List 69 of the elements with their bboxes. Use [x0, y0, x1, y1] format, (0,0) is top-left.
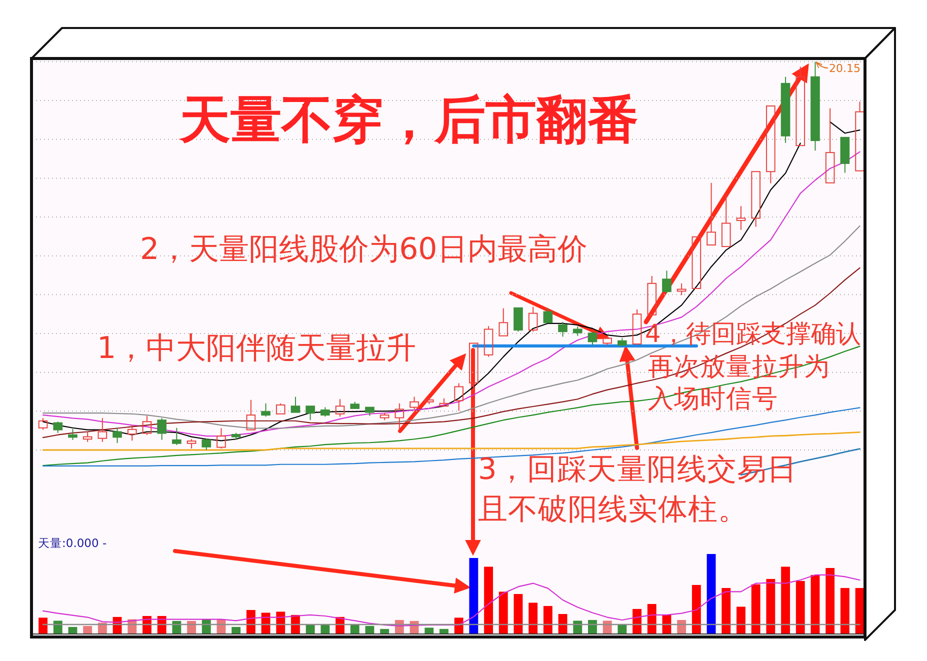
candlestick: [840, 136, 850, 174]
bar: [632, 608, 642, 634]
bar: [232, 626, 241, 634]
candlestick: [810, 61, 820, 152]
bar: [826, 568, 835, 634]
candlestick: [261, 402, 270, 418]
candlestick: [721, 194, 731, 248]
candlestick: [68, 428, 78, 440]
bar: [736, 606, 746, 634]
bar: [573, 620, 582, 634]
bar: [98, 622, 107, 634]
bar: [810, 574, 820, 634]
candlestick: [172, 427, 182, 446]
candlestick: [290, 396, 300, 413]
bar: [588, 620, 597, 634]
text: 天量不穿，后市翻番: [178, 91, 638, 150]
annotation: 1，中大阳伴随天量拉升: [97, 331, 416, 366]
bar: [677, 620, 686, 634]
bar: [543, 606, 552, 634]
candlestick: [469, 342, 478, 390]
bar: [781, 566, 790, 634]
candlestick: [751, 171, 760, 228]
candlestick: [246, 399, 256, 430]
candlestick: [736, 206, 746, 230]
bar: [498, 592, 508, 634]
candlestick: [306, 406, 315, 421]
annotation: 20.15: [829, 62, 860, 75]
candlestick: [796, 66, 806, 146]
bar: [692, 584, 701, 634]
bar: [38, 618, 48, 634]
candlestick: [676, 282, 686, 296]
bar: [514, 594, 523, 634]
bar: [618, 624, 627, 634]
bar: [469, 558, 478, 634]
candlestick: [394, 402, 404, 430]
candlestick: [825, 108, 835, 184]
candlestick: [706, 182, 716, 246]
bar: [796, 580, 805, 634]
bar: [706, 554, 716, 634]
text: 天量:0.000 -: [38, 536, 107, 550]
bar: [766, 578, 776, 634]
candlestick: [112, 427, 122, 444]
candlestick: [662, 270, 672, 294]
bar: [840, 588, 850, 634]
bar: [440, 628, 448, 634]
bar: [53, 620, 62, 634]
candlestick: [335, 398, 345, 418]
candlestick: [454, 382, 464, 412]
candlestick: [766, 105, 776, 184]
candlestick: [618, 338, 627, 346]
bar: [380, 628, 390, 634]
candlestick: [780, 76, 790, 144]
bar: [602, 620, 612, 634]
bar: [751, 584, 760, 634]
bar: [647, 604, 656, 634]
candlestick: [82, 432, 92, 442]
bar: [528, 602, 538, 634]
bar: [83, 626, 92, 634]
candlestick: [498, 308, 508, 336]
bar: [424, 628, 434, 634]
annotation: 2，天量阳线股价为60日内最高价: [140, 232, 588, 267]
candlestick: [439, 398, 449, 407]
bar: [722, 588, 731, 634]
text: 且不破阳线实体柱。: [478, 492, 748, 526]
bar: [484, 566, 493, 634]
candlestick: [127, 424, 137, 442]
candlestick: [692, 236, 702, 289]
candlestick: [528, 306, 538, 332]
candlestick: [98, 418, 108, 442]
